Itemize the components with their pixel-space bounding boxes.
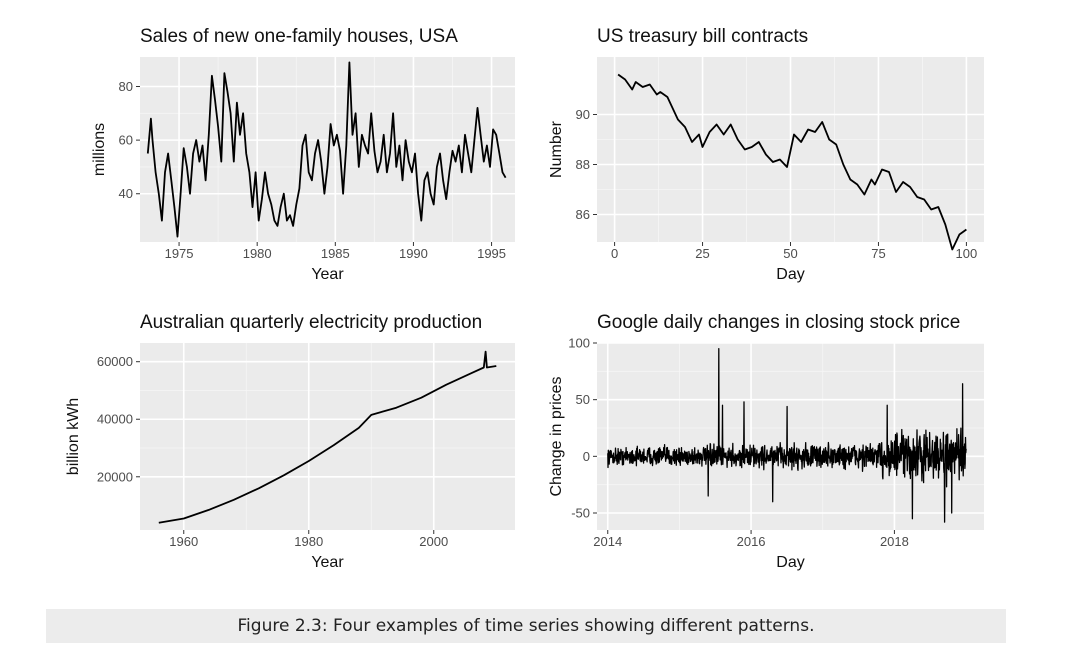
y-axis-label: millions bbox=[91, 123, 108, 176]
series-line bbox=[607, 348, 967, 523]
x-tick-label: 2018 bbox=[880, 534, 909, 549]
x-tick-label: 1985 bbox=[321, 246, 350, 261]
y-tick-label: 40 bbox=[119, 186, 133, 201]
chart-title: US treasury bill contracts bbox=[597, 26, 808, 47]
y-tick-label: -50 bbox=[571, 506, 590, 521]
chart-figure: 1975 1980 1985 1990 1995 40 60 80 Sales of new o… bbox=[65, 26, 984, 571]
y-tick-label: 50 bbox=[576, 392, 590, 407]
y-tick-label: 80 bbox=[119, 79, 133, 94]
x-tick-label: 2014 bbox=[593, 534, 622, 549]
y-tick-label: 0 bbox=[583, 449, 590, 464]
figure-caption: Figure 2.3: Four examples of time series… bbox=[46, 609, 1006, 643]
x-axis-label: Year bbox=[311, 266, 344, 283]
x-tick-label: 100 bbox=[956, 246, 978, 261]
series-line bbox=[617, 73, 967, 251]
x-axis-label: Year bbox=[311, 554, 344, 571]
x-tick-label: 2000 bbox=[419, 534, 448, 549]
y-axis-label: Number bbox=[548, 120, 565, 178]
plot-panel-background bbox=[140, 343, 515, 530]
y-axis-label: Change in prices bbox=[548, 376, 565, 496]
chart-title: Australian quarterly electricity product… bbox=[140, 312, 482, 333]
x-tick-label: 2016 bbox=[737, 534, 766, 549]
x-tick-label: 75 bbox=[871, 246, 885, 261]
chart-title: Google daily changes in closing stock pr… bbox=[597, 312, 960, 333]
x-tick-label: 1980 bbox=[294, 534, 323, 549]
x-tick-label: 50 bbox=[783, 246, 797, 261]
y-axis-label: billion kWh bbox=[65, 398, 82, 475]
chart-title: Sales of new one-family houses, USA bbox=[140, 26, 458, 47]
x-axis-label: Day bbox=[776, 266, 804, 283]
x-axis-label: Day bbox=[776, 554, 804, 571]
x-tick-label: 0 bbox=[611, 246, 618, 261]
y-tick-label: 20000 bbox=[97, 469, 133, 484]
x-tick-label: 1990 bbox=[399, 246, 428, 261]
x-tick-label: 1980 bbox=[243, 246, 272, 261]
y-tick-label: 88 bbox=[576, 157, 590, 172]
x-tick-label: 25 bbox=[695, 246, 709, 261]
y-tick-label: 60 bbox=[119, 133, 133, 148]
y-tick-label: 40000 bbox=[97, 412, 133, 427]
y-tick-label: 90 bbox=[576, 107, 590, 122]
y-tick-label: 60000 bbox=[97, 354, 133, 369]
x-tick-label: 1960 bbox=[169, 534, 198, 549]
y-tick-label: 86 bbox=[576, 207, 590, 222]
x-tick-label: 1975 bbox=[165, 246, 194, 261]
y-tick-label: 100 bbox=[568, 336, 590, 351]
series-line bbox=[158, 350, 497, 524]
series-line bbox=[146, 61, 507, 238]
x-tick-label: 1995 bbox=[477, 246, 506, 261]
